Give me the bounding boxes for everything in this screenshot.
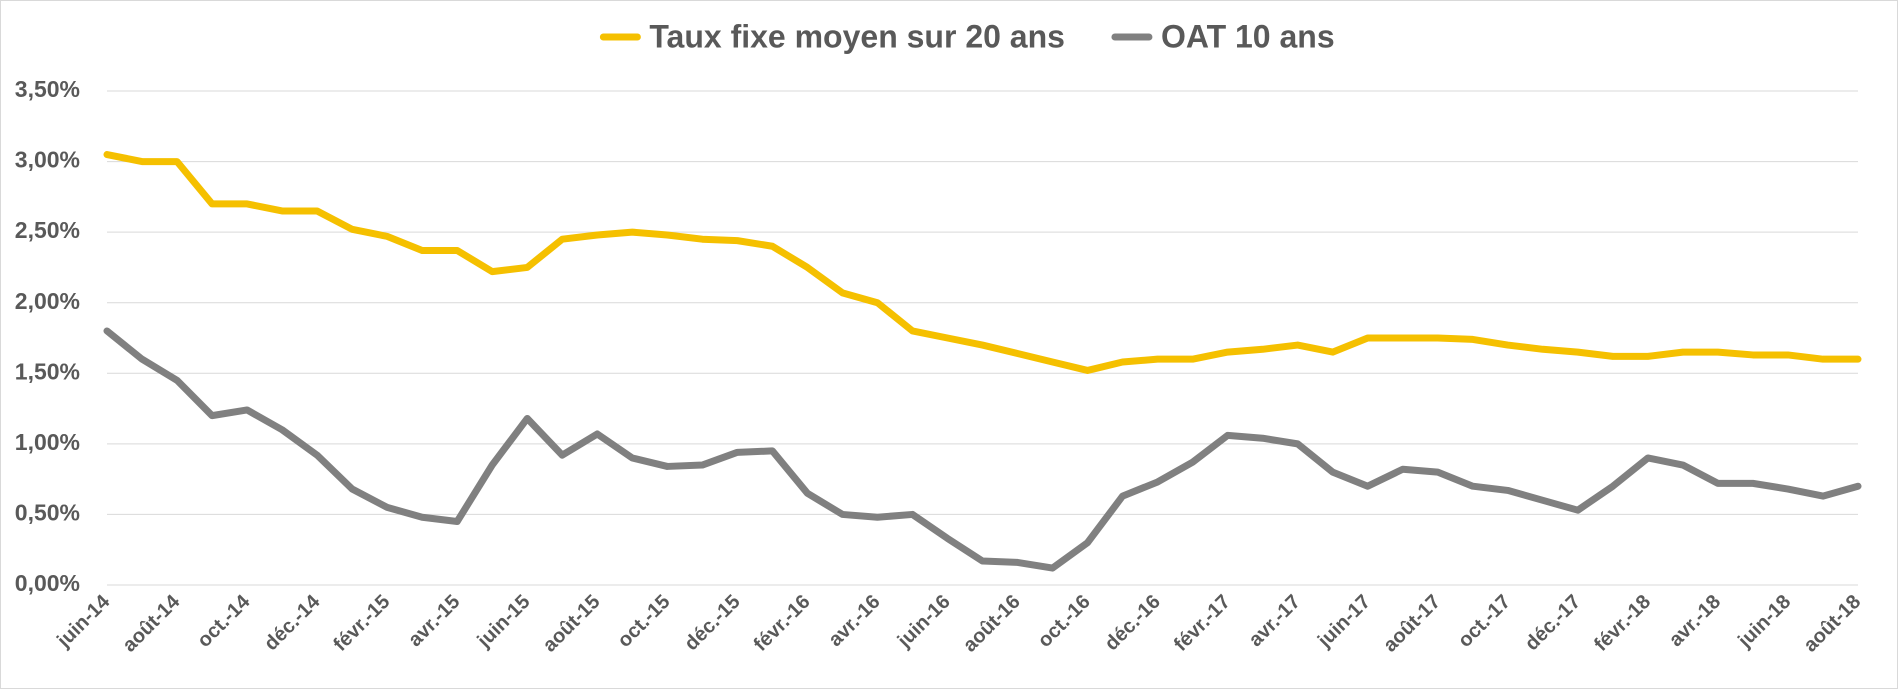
y-tick-label: 0,00% [15, 570, 80, 596]
y-tick-label: 1,50% [15, 358, 80, 384]
y-tick-label: 3,50% [15, 76, 80, 102]
series-line [103, 151, 1862, 374]
y-tick-label: 3,00% [15, 147, 80, 173]
legend-label: OAT 10 ans [1161, 18, 1335, 54]
legend-label: Taux fixe moyen sur 20 ans [649, 18, 1065, 54]
y-tick-label: 2,00% [15, 288, 80, 314]
series-line [103, 327, 1862, 572]
y-tick-label: 2,50% [15, 217, 80, 243]
y-tick-label: 0,50% [15, 500, 80, 526]
y-tick-label: 1,00% [15, 429, 80, 455]
legend: Taux fixe moyen sur 20 ans OAT 10 ans [599, 18, 1335, 54]
